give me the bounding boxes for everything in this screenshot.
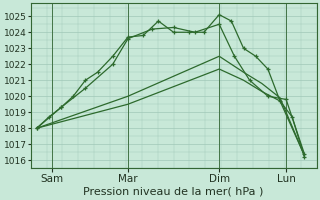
X-axis label: Pression niveau de la mer( hPa ): Pression niveau de la mer( hPa ) xyxy=(84,187,264,197)
